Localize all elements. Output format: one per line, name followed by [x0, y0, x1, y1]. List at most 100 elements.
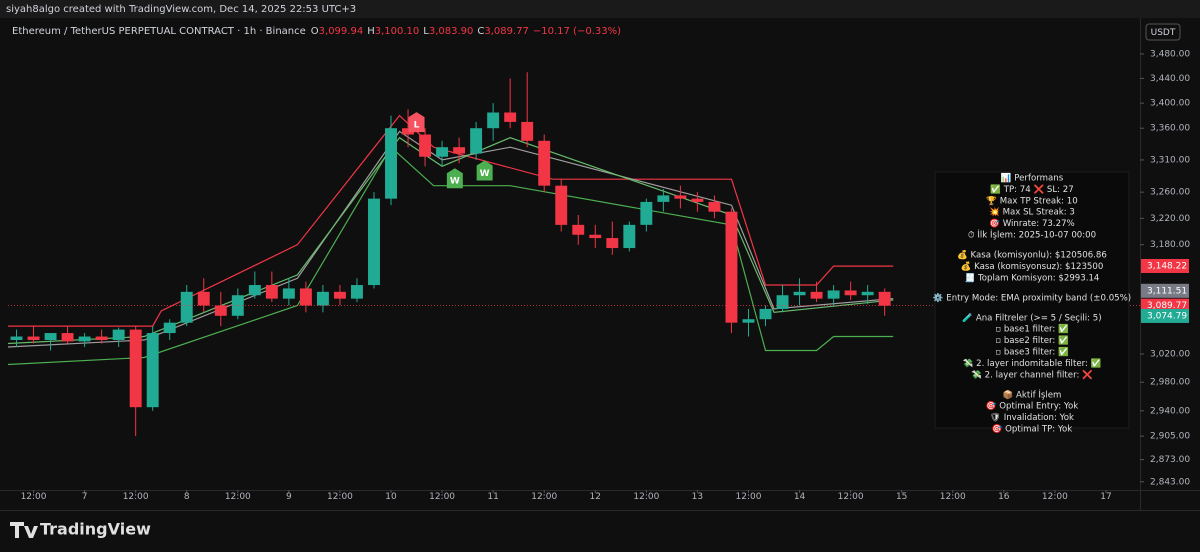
- x-tick-label: 12:00: [21, 492, 47, 502]
- symbol-line: Ethereum / TetherUS PERPETUAL CONTRACT ·…: [12, 26, 621, 37]
- candle-body: [810, 291, 823, 299]
- candle-body: [402, 128, 414, 135]
- y-tick-label: 3,440.00: [1150, 74, 1190, 84]
- x-tick-label: 12:00: [531, 492, 557, 502]
- signal-label: W: [450, 177, 460, 187]
- candle-body: [163, 322, 176, 334]
- x-tick-label: 13: [692, 492, 703, 502]
- ohlc-key: L: [423, 26, 429, 37]
- candle-body: [487, 112, 500, 129]
- panel-line: 💸 2. layer channel filter: ❌: [971, 369, 1093, 380]
- ohlc-key: H: [367, 26, 375, 37]
- panel-line: ⚙️ Entry Mode: EMA proximity band (±0.05…: [933, 292, 1131, 303]
- candle-body: [606, 238, 619, 249]
- signal-label: W: [480, 169, 490, 179]
- candle-body: [197, 291, 210, 306]
- change: −10.17 (−0.33%): [533, 26, 621, 37]
- candle-body: [589, 234, 602, 239]
- panel-line: 📊 Performans: [1001, 173, 1064, 184]
- candle-body: [759, 308, 772, 320]
- price-label: 3,089.77: [1147, 301, 1187, 311]
- candle-body: [78, 336, 91, 342]
- candle-body: [333, 291, 346, 299]
- x-tick-label: 12:00: [633, 492, 659, 502]
- currency[interactable]: USDT: [1151, 28, 1176, 38]
- candle-body: [521, 121, 534, 141]
- candle-body: [725, 211, 738, 323]
- y-tick-label: 2,905.00: [1150, 432, 1190, 442]
- candle-body: [572, 224, 585, 235]
- credit: siyah8algo created with TradingView.com,…: [6, 4, 356, 15]
- y-tick-label: 3,360.00: [1150, 124, 1190, 134]
- x-tick-label: 17: [1100, 492, 1111, 502]
- candle-body: [538, 140, 551, 186]
- x-tick-label: 12:00: [736, 492, 762, 502]
- header: siyah8algo created with TradingView.com,…: [6, 4, 1181, 41]
- panel-line: 📦 Aktif İşlem: [1003, 389, 1062, 400]
- x-tick-label: 12:00: [429, 492, 455, 502]
- panel-line: 🎯 Optimal Entry: Yok: [986, 401, 1078, 412]
- signal-label: L: [414, 121, 420, 131]
- candle-body: [231, 295, 244, 316]
- candle-body: [436, 147, 449, 157]
- x-tick-label: 12:00: [123, 492, 149, 502]
- candle-body: [351, 285, 363, 299]
- candle-body: [623, 224, 636, 249]
- panel-line: 💥 Max SL Streak: 3: [989, 207, 1075, 218]
- symbol: Ethereum / TetherUS PERPETUAL CONTRACT ·…: [12, 26, 306, 37]
- y-tick-label: 3,480.00: [1150, 49, 1190, 59]
- price-label: 3,111.51: [1147, 286, 1187, 296]
- price-label: 3,074.79: [1147, 311, 1187, 321]
- candle-body: [214, 305, 227, 316]
- candle-body: [640, 201, 653, 225]
- candle-body: [674, 195, 687, 199]
- x-tick-label: 9: [286, 492, 292, 502]
- candle-body: [878, 291, 891, 306]
- candle-body: [657, 195, 670, 202]
- y-tick-label: 3,310.00: [1150, 155, 1190, 165]
- candle-body: [691, 198, 704, 202]
- candle-body: [299, 288, 312, 306]
- y-tick-label: 3,220.00: [1150, 214, 1190, 224]
- candle-body: [180, 291, 193, 323]
- x-tick-label: 14: [794, 492, 806, 502]
- y-tick-label: 2,873.00: [1150, 455, 1190, 465]
- x-tick-label: 16: [998, 492, 1010, 502]
- band-line: [8, 114, 894, 327]
- axes: 3,480.00 3,440.00 3,400.00 3,360.00 3,310.00…: [21, 49, 1191, 502]
- y-tick-label: 2,980.00: [1150, 378, 1190, 388]
- credit-bar: [0, 0, 1200, 18]
- currency-button: [1145, 23, 1181, 41]
- panel-line: 💰 Kasa (komisyonsuz): $123500: [961, 261, 1104, 272]
- candle-body: [708, 201, 721, 212]
- candle-body: [419, 134, 432, 157]
- ohlc-value: 3,089.77: [484, 26, 529, 37]
- candle-body: [844, 290, 857, 296]
- panel-line: ▫ base1 filter: ✅: [995, 324, 1069, 335]
- x-tick-label: 8: [184, 492, 190, 502]
- panel-line: 🧾 Toplam Komisyon: $2993.14: [965, 272, 1100, 283]
- panel-line: 🛡 Invalidation: Yok: [990, 412, 1074, 423]
- panel-line: ▫ base2 filter: ✅: [995, 335, 1069, 346]
- x-tick-label: 12:00: [225, 492, 251, 502]
- price-label: 3,148.22: [1147, 261, 1187, 271]
- candle-body: [146, 333, 159, 408]
- ohlc-value: 3,083.90: [429, 26, 474, 37]
- y-tick-label: 3,180.00: [1150, 240, 1190, 250]
- x-tick-label: 7: [82, 492, 88, 502]
- x-tick-label: 10: [385, 492, 397, 502]
- panel-line: 🧪 Ana Filtreler (>= 5 / Seçili: 5): [962, 312, 1101, 323]
- x-tick-label: 15: [896, 492, 907, 502]
- panel-line: 💸 2. layer indomitable filter: ✅: [963, 358, 1102, 369]
- x-tick-label: 12: [590, 492, 601, 502]
- candle-body: [44, 333, 57, 341]
- x-tick-label: 12:00: [1042, 492, 1068, 502]
- ohlc-key: O: [311, 26, 319, 37]
- candle-body: [10, 336, 23, 341]
- panel-line: ⏱ İlk İşlem: 2025-10-07 00:00: [968, 230, 1096, 241]
- candle-body: [368, 198, 380, 286]
- ohlc-value: 3,100.10: [375, 26, 420, 37]
- candle-body: [793, 291, 806, 296]
- x-tick-label: 11: [487, 492, 498, 502]
